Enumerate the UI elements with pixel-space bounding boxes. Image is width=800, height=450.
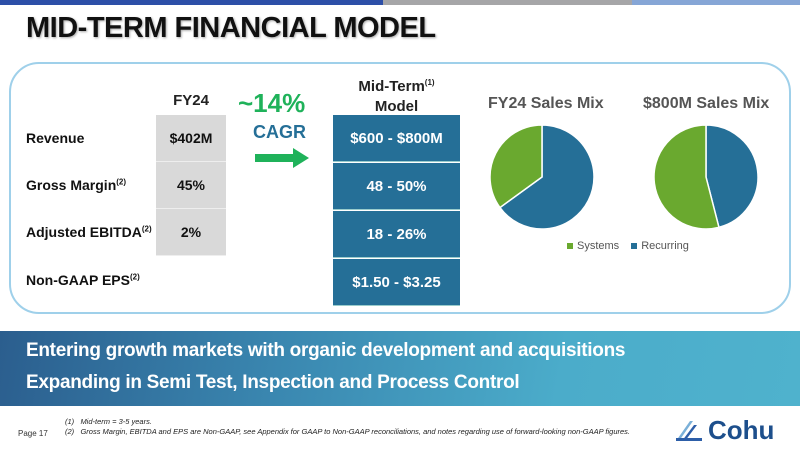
- footnote-2: (2) Gross Margin, EBITDA and EPS are Non…: [65, 427, 630, 436]
- fy24-gross-margin: 45%: [156, 162, 226, 209]
- pie-slice-0-recurring: [498, 124, 595, 230]
- legend-label: Recurring: [641, 240, 689, 252]
- fy24-header: FY24: [173, 92, 209, 109]
- pie-title-800m: $800M Sales Mix: [643, 95, 770, 112]
- fy24-ebitda: 2%: [156, 209, 226, 256]
- row-label-revenue: Revenue: [26, 130, 84, 146]
- model-gross-margin: 48 - 50%: [333, 163, 460, 210]
- footnote-ref: (2): [141, 224, 152, 234]
- footnote-mark: (1): [65, 417, 75, 426]
- model-eps: $1.50 - $3.25: [333, 259, 460, 306]
- row-label-text: Revenue: [26, 130, 85, 146]
- footnote-text: Mid-term = 3-5 years.: [80, 417, 152, 426]
- page-title: MID-TERM FINANCIAL MODEL: [26, 12, 436, 44]
- legend-swatch-recurring: [631, 243, 638, 250]
- model-header: Mid-Term(1) Model: [333, 73, 460, 117]
- pie-legend: Systems Recurring: [567, 240, 689, 252]
- cohu-logo: Cohu: [674, 415, 774, 446]
- pie-title-fy24: FY24 Sales Mix: [488, 95, 604, 112]
- banner: [0, 331, 800, 406]
- model-header-text: Mid-Term: [358, 78, 425, 95]
- footnote-ref: (2): [129, 272, 140, 282]
- footnote-mark: (2): [65, 427, 75, 436]
- top-bar-blue: [0, 0, 383, 5]
- cagr-value: ~14%: [238, 88, 306, 118]
- footnote-text: Gross Margin, EBITDA and EPS are Non-GAA…: [80, 427, 631, 436]
- banner-line-1: Entering growth markets with organic dev…: [26, 340, 626, 361]
- cagr-label: CAGR: [253, 122, 306, 142]
- content-frame: [9, 62, 791, 314]
- arrow-right-icon: [255, 148, 309, 168]
- top-bar-lightblue: [632, 0, 800, 5]
- logo-text: Cohu: [708, 415, 775, 445]
- banner-line-2: Expanding in Semi Test, Inspection and P…: [26, 372, 520, 393]
- row-label-text: Gross Margin: [26, 177, 117, 193]
- row-label-text: Adjusted EBITDA: [26, 224, 142, 240]
- pie-slice-1-recurring: [705, 124, 759, 229]
- model-revenue: $600 - $800M: [333, 115, 460, 162]
- cohu-logo-mark-icon: [676, 420, 702, 441]
- row-label-gross-margin: Gross Margin(2): [26, 177, 126, 193]
- row-label-text: Non-GAAP EPS: [26, 272, 130, 288]
- legend-swatch-systems: [567, 243, 573, 250]
- model-ebitda: 18 - 26%: [333, 211, 460, 258]
- legend-label: Systems: [577, 240, 620, 252]
- top-bar-gray: [383, 0, 632, 5]
- footnote-ref: (2): [116, 177, 127, 187]
- model-header-text-2: Model: [374, 98, 419, 115]
- pie-charts: [489, 124, 759, 230]
- legend-systems: Systems: [567, 240, 619, 252]
- row-label-adjusted-ebitda: Adjusted EBITDA(2): [26, 224, 152, 240]
- page-number: Page 17: [18, 429, 48, 438]
- fy24-revenue: $402M: [156, 115, 226, 162]
- legend-recurring: Recurring: [631, 240, 689, 252]
- pie-slice-1-systems: [653, 124, 720, 230]
- footnote-1: (1) Mid-term = 3-5 years.: [65, 417, 152, 426]
- row-label-non-gaap-eps: Non-GAAP EPS(2): [26, 272, 140, 288]
- pie-slice-0-systems: [489, 124, 543, 209]
- footnote-ref: (1): [424, 78, 435, 87]
